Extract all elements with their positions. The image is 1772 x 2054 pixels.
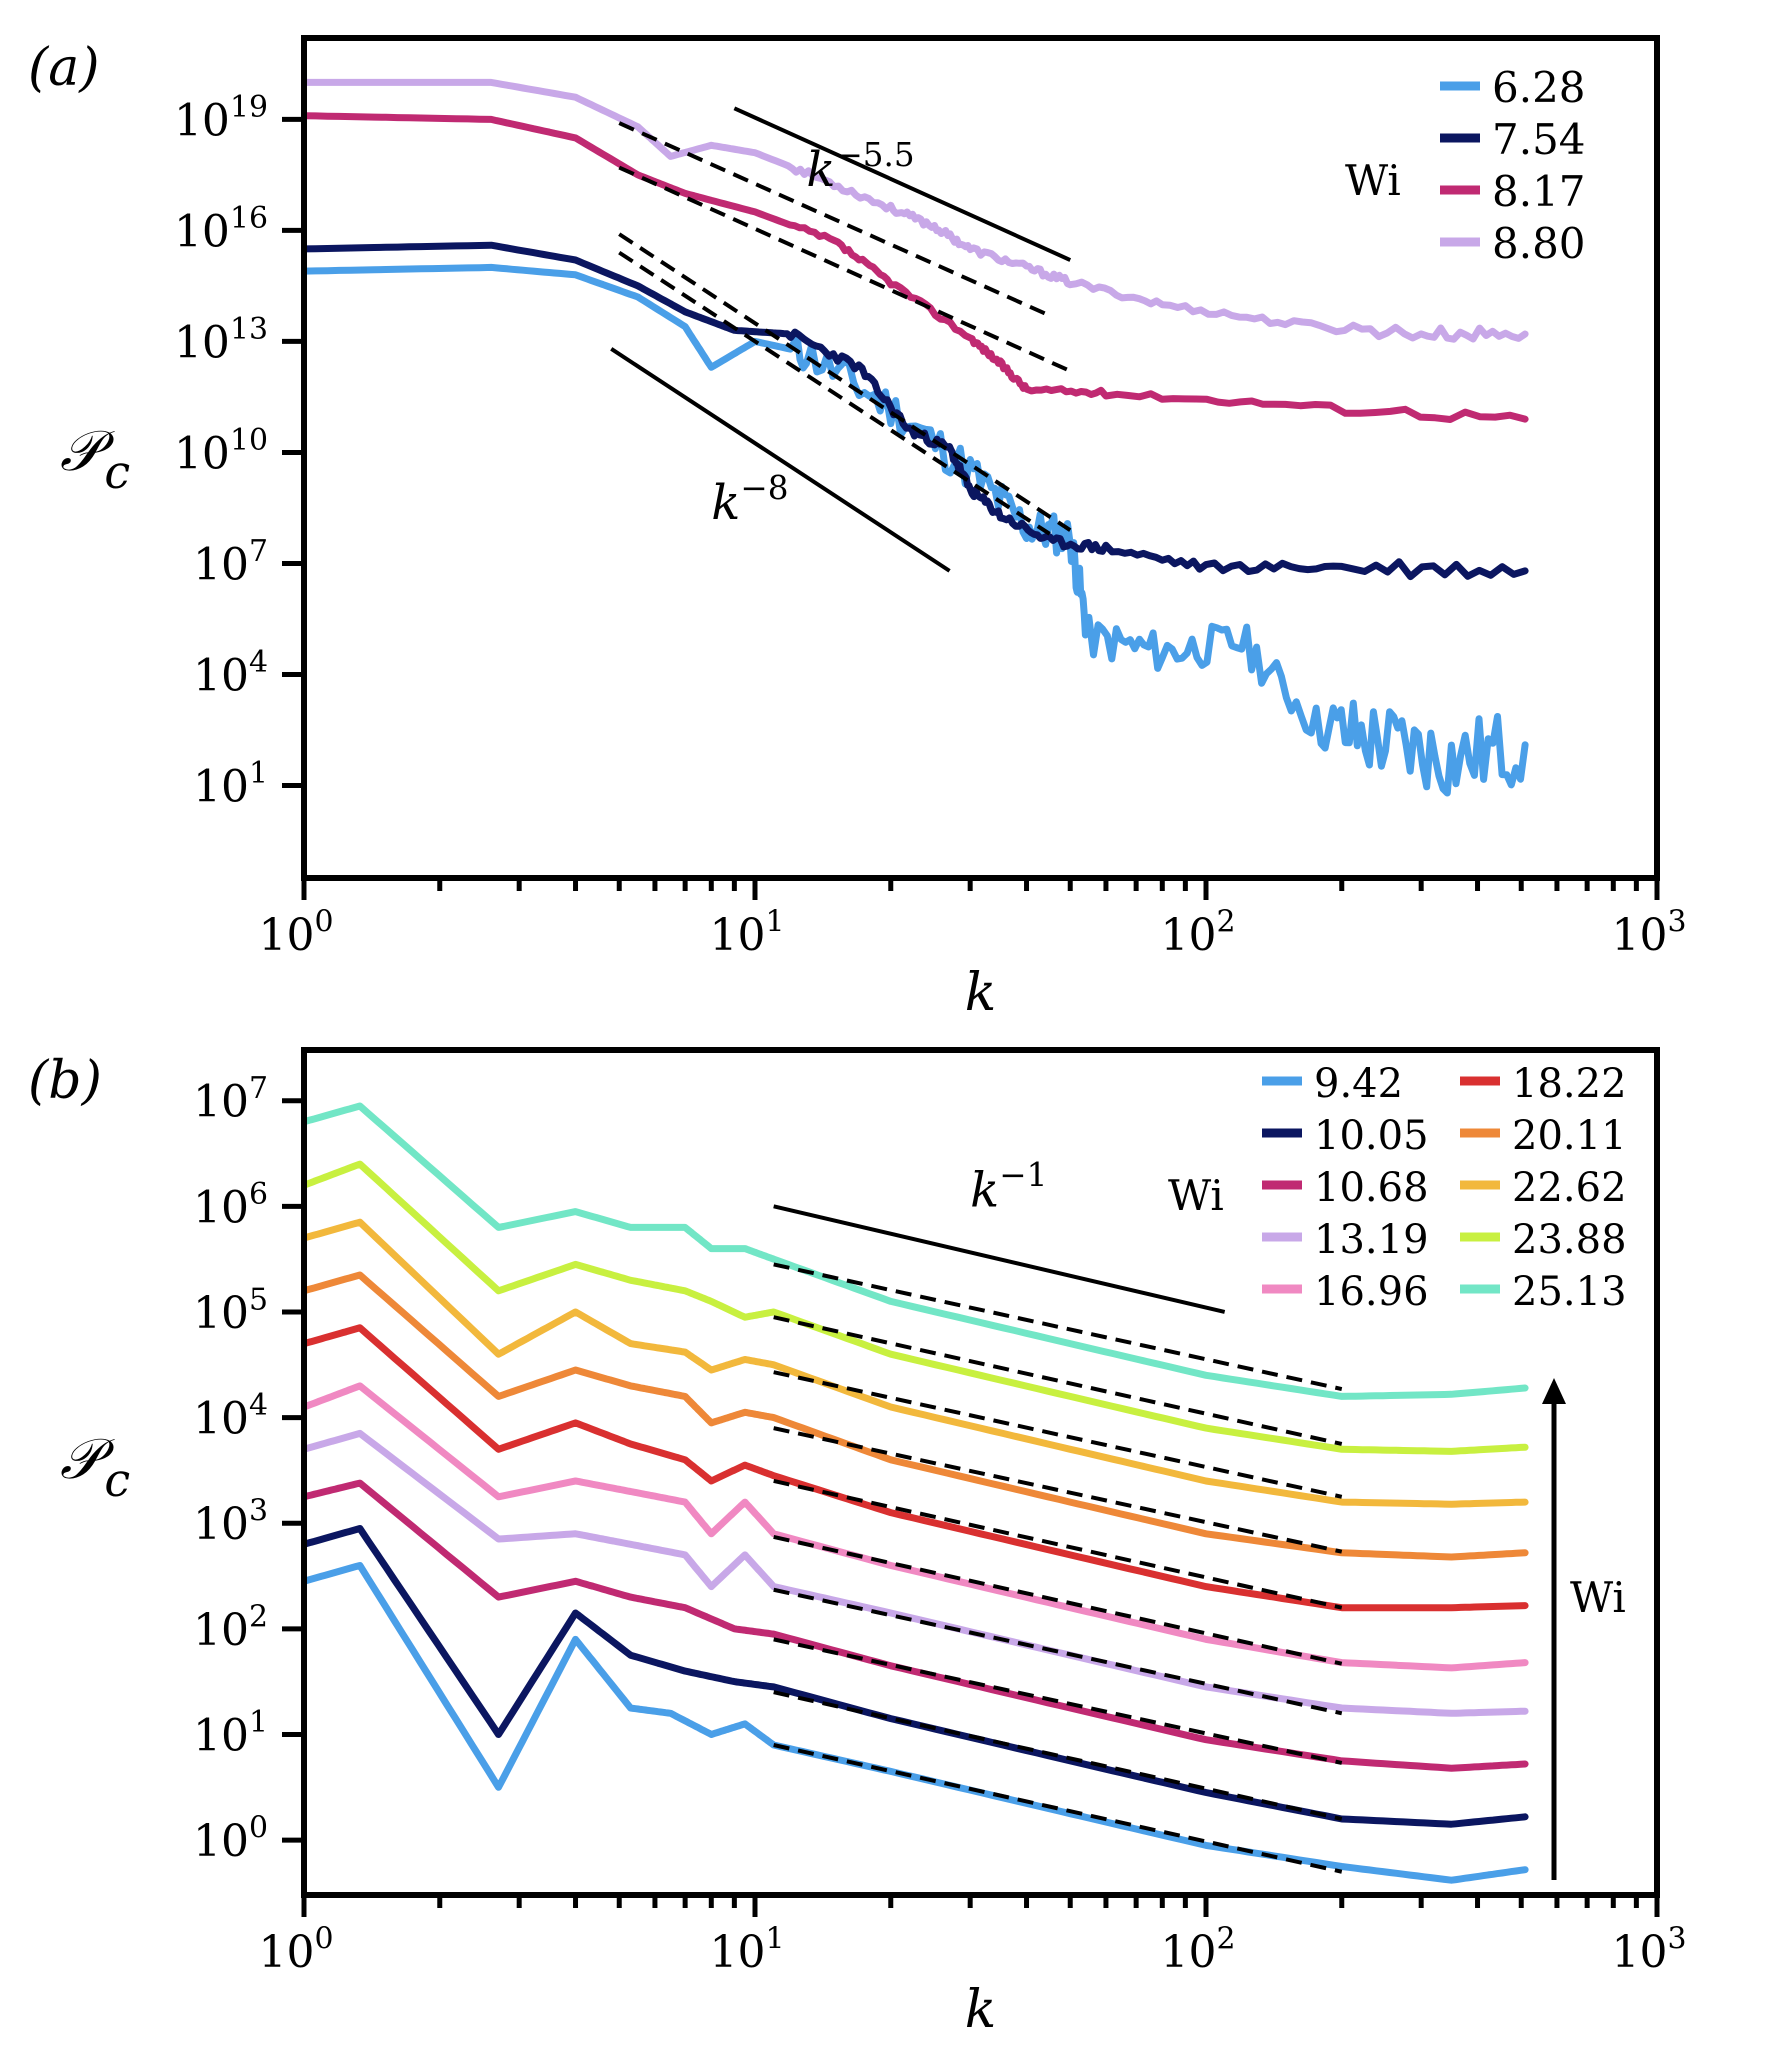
reference-label-0: k−1 [970, 1156, 1047, 1218]
fit-line-2 [773, 1637, 1343, 1765]
plot-frame [301, 1047, 1660, 1898]
series-line-25.13 [304, 1102, 1529, 1400]
legend-entry-20.11: 20.11 [1512, 1113, 1627, 1159]
panel-label: (b) [28, 1051, 102, 1111]
fit-line-3 [618, 250, 1051, 536]
y-tick-label-0: 100 [193, 1811, 268, 1867]
series-group [304, 78, 1529, 797]
series-line-6.28 [304, 263, 1529, 797]
legend-title: Wi [1168, 1171, 1224, 1220]
legend-entry-8.17: 8.17 [1492, 167, 1586, 216]
series-line-23.88 [304, 1160, 1529, 1455]
legend-entry-9.42: 9.42 [1314, 1061, 1403, 1107]
legend-entry-18.22: 18.22 [1512, 1061, 1627, 1107]
x-tick-label-1: 101 [709, 1922, 784, 1978]
fit-line-4 [773, 1534, 1343, 1666]
reference-label-1: k−8 [711, 469, 788, 531]
legend: 6.287.548.178.80 Wi [1345, 63, 1586, 268]
fit-line-0 [618, 121, 1051, 318]
x-tick-label-2: 102 [1160, 905, 1235, 961]
reference-line-1 [610, 347, 951, 573]
legend-entry-10.05: 10.05 [1314, 1113, 1429, 1159]
fit-line-8 [773, 1315, 1343, 1446]
x-axis-label: k [965, 963, 997, 1023]
y-tick-label-7: 107 [193, 1071, 268, 1127]
legend-entry-6.28: 6.28 [1492, 63, 1586, 112]
y-axis-label: 𝒫c [60, 1427, 130, 1507]
x-axis-label: k [965, 1980, 997, 2040]
wi-arrow-label: Wi [1570, 1573, 1626, 1622]
legend: 9.42 10.05 10.68 13.19 16.96 18.22 20.11 22.62 2… [1168, 1061, 1627, 1315]
y-tick-label-3: 103 [193, 1494, 268, 1550]
y-tick-label-4: 104 [193, 645, 268, 701]
y-tick-label-2: 102 [193, 1599, 268, 1655]
reference-line-0 [733, 106, 1072, 262]
panel-a: k−5.5 k−8 100 101 102 103 101 104 107 1010 1013 101… [28, 35, 1687, 1023]
fit-line-6 [773, 1426, 1343, 1554]
fit-line-2 [618, 232, 1072, 532]
fit-line-7 [773, 1370, 1343, 1499]
legend-entry-8.80: 8.80 [1492, 219, 1586, 268]
series-line-13.19 [304, 1429, 1529, 1717]
y-tick-label-1: 101 [193, 756, 268, 812]
y-tick-label-13: 1013 [174, 312, 268, 368]
y-tick-label-1: 101 [193, 1705, 268, 1761]
x-tick-label-0: 100 [258, 1922, 333, 1978]
legend-entry-13.19: 13.19 [1314, 1217, 1429, 1263]
y-tick-label-6: 106 [193, 1177, 268, 1233]
fit-line-1 [618, 165, 1072, 373]
series-line-20.11 [304, 1271, 1529, 1561]
y-tick-label-4: 104 [193, 1388, 268, 1444]
series-line-7.54 [304, 241, 1529, 581]
x-tick-label-2: 102 [1160, 1922, 1235, 1978]
series-line-9.42 [304, 1562, 1529, 1884]
y-tick-label-10: 1010 [174, 423, 268, 479]
legend-entry-23.88: 23.88 [1512, 1217, 1627, 1263]
panel-label: (a) [28, 38, 100, 98]
plot-frame [301, 35, 1660, 881]
panel-b: k−1 100 101 102 103 100 101 102 103 104 105 106 107 k… [28, 1047, 1687, 2040]
series-line-8.17 [304, 112, 1529, 423]
fit-line-9 [773, 1262, 1343, 1392]
series-line-22.62 [304, 1218, 1529, 1508]
fit-line-3 [773, 1587, 1343, 1716]
y-tick-label-16: 1016 [174, 201, 268, 257]
series-line-8.80 [304, 78, 1529, 343]
reference-line-0 [773, 1204, 1226, 1314]
x-tick-label-0: 100 [258, 905, 333, 961]
x-tick-label-3: 103 [1611, 905, 1686, 961]
legend-entry-25.13: 25.13 [1512, 1269, 1627, 1315]
y-axis-label: 𝒫c [60, 419, 130, 499]
fit-line-0 [773, 1743, 1343, 1874]
series-group [304, 1102, 1529, 1884]
x-tick-label-1: 101 [709, 905, 784, 961]
series-line-18.22 [304, 1324, 1529, 1612]
x-tick-label-3: 103 [1611, 1922, 1686, 1978]
wi-arrow-head [1542, 1378, 1566, 1404]
y-tick-label-19: 1019 [174, 90, 268, 146]
y-tick-label-7: 107 [193, 534, 268, 590]
legend-entry-22.62: 22.62 [1512, 1165, 1627, 1211]
legend-entry-10.68: 10.68 [1314, 1165, 1429, 1211]
legend-title: Wi [1345, 156, 1401, 205]
legend-entry-7.54: 7.54 [1492, 115, 1586, 164]
fit-line-1 [773, 1690, 1343, 1821]
reference-label-0: k−5.5 [806, 136, 914, 198]
fit-line-5 [773, 1478, 1343, 1610]
legend-entry-16.96: 16.96 [1314, 1269, 1429, 1315]
y-tick-label-5: 105 [193, 1282, 268, 1338]
